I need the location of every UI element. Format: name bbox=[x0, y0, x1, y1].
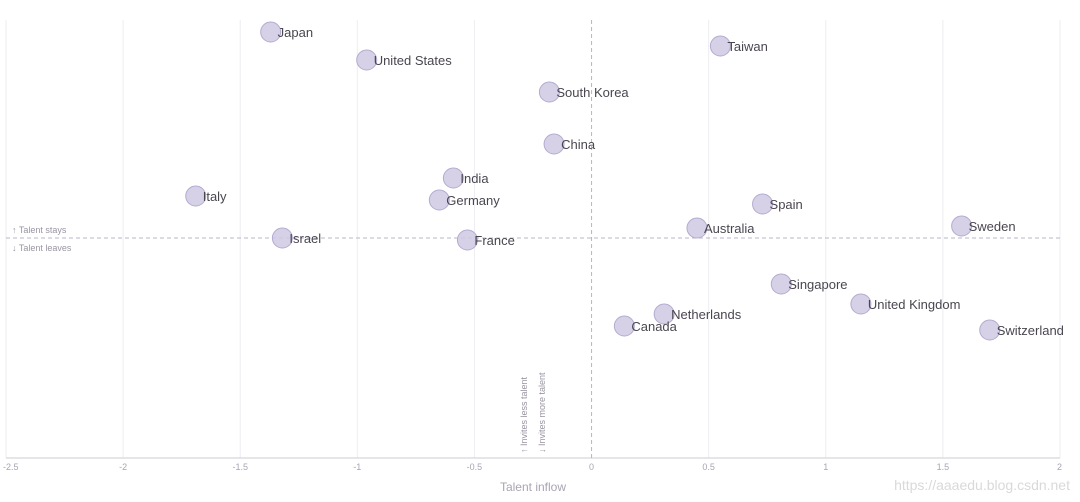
annotation-talent-leaves: ↓ Talent leaves bbox=[12, 243, 72, 253]
annotation-invites-more: ↓ Invites more talent bbox=[537, 372, 547, 453]
point-india bbox=[442, 167, 464, 189]
x-tick-label-1: -2 bbox=[119, 462, 127, 472]
data-points: Japan United States Taiwan South Korea China… bbox=[185, 21, 1064, 341]
x-tick-label-5: 0 bbox=[589, 462, 594, 472]
point-label-sweden: Sweden bbox=[969, 219, 1016, 234]
point-label-germany: Germany bbox=[446, 193, 500, 208]
quadrant-annotations: ↑ Talent stays ↓ Talent leaves ↑ Invites… bbox=[12, 225, 547, 453]
x-axis-ticks: -2.5 -2 -1.5 -1 -0.5 0 0.5 1 1.5 2 bbox=[3, 462, 1062, 472]
annotation-invites-less: ↑ Invites less talent bbox=[519, 376, 529, 453]
point-label-south-korea: South Korea bbox=[556, 85, 629, 100]
point-netherlands bbox=[653, 303, 675, 325]
point-label-spain: Spain bbox=[770, 197, 803, 212]
x-tick-label-0: -2.5 bbox=[3, 462, 19, 472]
point-singapore bbox=[770, 273, 792, 295]
point-label-singapore: Singapore bbox=[788, 277, 847, 292]
point-label-netherlands: Netherlands bbox=[671, 307, 742, 322]
point-label-canada: Canada bbox=[631, 319, 677, 334]
point-label-india: India bbox=[460, 171, 489, 186]
reference-lines bbox=[6, 20, 1060, 458]
point-italy bbox=[185, 185, 207, 207]
point-france bbox=[456, 229, 478, 251]
point-taiwan bbox=[709, 35, 731, 57]
point-united-kingdom bbox=[850, 293, 872, 315]
point-south-korea bbox=[538, 81, 560, 103]
point-israel bbox=[271, 227, 293, 249]
point-sweden bbox=[951, 215, 973, 237]
x-axis-label: Talent inflow bbox=[500, 480, 566, 494]
point-switzerland bbox=[979, 319, 1001, 341]
point-label-australia: Australia bbox=[704, 221, 755, 236]
point-japan bbox=[260, 21, 282, 43]
point-australia bbox=[686, 217, 708, 239]
point-spain bbox=[752, 193, 774, 215]
x-tick-label-9: 2 bbox=[1057, 462, 1062, 472]
point-germany bbox=[428, 189, 450, 211]
point-label-italy: Italy bbox=[203, 189, 227, 204]
x-tick-label-2: -1.5 bbox=[232, 462, 248, 472]
x-tick-label-3: -1 bbox=[353, 462, 361, 472]
point-label-israel: Israel bbox=[289, 231, 321, 246]
point-united-states bbox=[356, 49, 378, 71]
x-tick-label-4: -0.5 bbox=[467, 462, 483, 472]
point-label-united-kingdom: United Kingdom bbox=[868, 297, 961, 312]
point-label-taiwan: Taiwan bbox=[727, 39, 767, 54]
annotation-talent-stays: ↑ Talent stays bbox=[12, 225, 67, 235]
point-label-china: China bbox=[561, 137, 596, 152]
watermark: https://aaaedu.blog.csdn.net bbox=[894, 477, 1070, 493]
point-label-japan: Japan bbox=[278, 25, 313, 40]
point-label-switzerland: Switzerland bbox=[997, 323, 1064, 338]
x-tick-label-7: 1 bbox=[823, 462, 828, 472]
x-tick-label-6: 0.5 bbox=[702, 462, 715, 472]
point-label-united-states: United States bbox=[374, 53, 453, 68]
point-china bbox=[543, 133, 565, 155]
vertical-gridlines bbox=[5, 20, 1061, 458]
point-label-france: France bbox=[474, 233, 514, 248]
point-canada bbox=[613, 315, 635, 337]
x-tick-label-8: 1.5 bbox=[937, 462, 950, 472]
